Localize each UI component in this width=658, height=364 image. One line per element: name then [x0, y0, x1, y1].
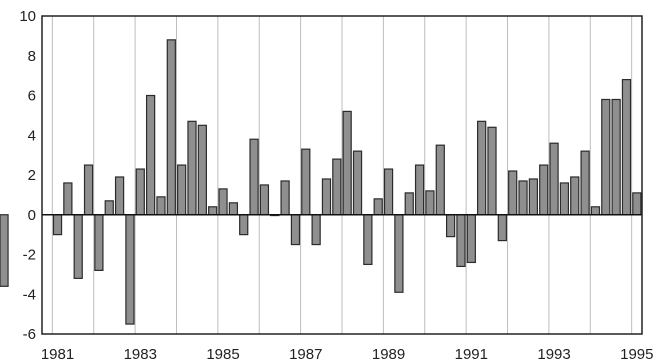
bar [539, 164, 549, 216]
bar [249, 138, 259, 216]
y-tick-label: 8 [28, 48, 36, 65]
bar [187, 120, 197, 216]
x-axis-tick-labels: 1981 1983 1985 1987 1989 1991 1993 1995 [41, 346, 654, 363]
bar [239, 214, 249, 236]
bar [590, 206, 601, 216]
bar [94, 214, 104, 272]
bar [228, 202, 239, 216]
bar [73, 214, 83, 279]
y-tick-label: 0 [28, 207, 36, 224]
bar [487, 126, 497, 216]
bar [404, 192, 414, 216]
bar [83, 164, 94, 216]
bar-layer [0, 39, 642, 325]
y-tick-label: 10 [19, 8, 36, 25]
bar [632, 192, 642, 216]
bar [321, 178, 332, 216]
x-tick-label: 1989 [372, 346, 405, 363]
bar [394, 214, 404, 293]
bar [497, 214, 507, 242]
y-tick-label: 2 [28, 167, 36, 184]
y-tick-label: -2 [23, 247, 36, 264]
bar [549, 142, 559, 216]
bar [52, 214, 63, 236]
bar [570, 176, 580, 216]
bar [0, 214, 9, 287]
plot-frame [41, 15, 643, 335]
bar [63, 182, 73, 216]
bar [508, 170, 518, 216]
bar [166, 39, 176, 216]
bar [425, 190, 435, 216]
y-tick-label: 6 [28, 88, 36, 105]
bar [611, 98, 621, 216]
bar [259, 184, 270, 216]
y-tick-label: -6 [23, 326, 36, 343]
bar [218, 188, 228, 216]
bar [445, 214, 456, 238]
bar [528, 178, 539, 216]
x-tick-label: 1995 [620, 346, 653, 363]
bar [197, 124, 207, 216]
bar [580, 150, 590, 216]
x-tick-label: 1983 [124, 346, 157, 363]
bar [114, 176, 125, 216]
y-axis-tick-labels: -6 -4 -2 0 2 4 6 8 10 [19, 8, 36, 343]
bar [363, 214, 373, 266]
bar [383, 168, 394, 216]
bar [477, 120, 487, 216]
bar [332, 158, 342, 216]
bar [177, 164, 187, 216]
x-tick-label: 1981 [41, 346, 74, 363]
bar [466, 214, 476, 264]
x-tick-label: 1985 [206, 346, 239, 363]
bar [145, 94, 156, 216]
y-tick-label: -4 [23, 286, 36, 303]
bar [559, 182, 570, 216]
bar [456, 214, 466, 268]
bar [518, 180, 528, 216]
bar [290, 214, 301, 246]
bar [208, 206, 218, 216]
bar [621, 78, 632, 216]
grid-layer [51, 16, 633, 334]
bar [601, 98, 611, 216]
x-tick-label: 1993 [537, 346, 570, 363]
bar [280, 180, 290, 216]
bar [373, 198, 383, 216]
bar [311, 214, 321, 246]
y-tick-label: 4 [28, 127, 36, 144]
bar [301, 148, 311, 216]
bar [104, 200, 114, 216]
bar [125, 214, 135, 325]
bar [435, 144, 445, 216]
bar [135, 168, 145, 216]
x-tick-label: 1991 [455, 346, 488, 363]
bar [352, 150, 363, 216]
bar [342, 110, 352, 216]
bar [156, 196, 166, 216]
bar [414, 164, 425, 216]
x-tick-label: 1987 [289, 346, 322, 363]
